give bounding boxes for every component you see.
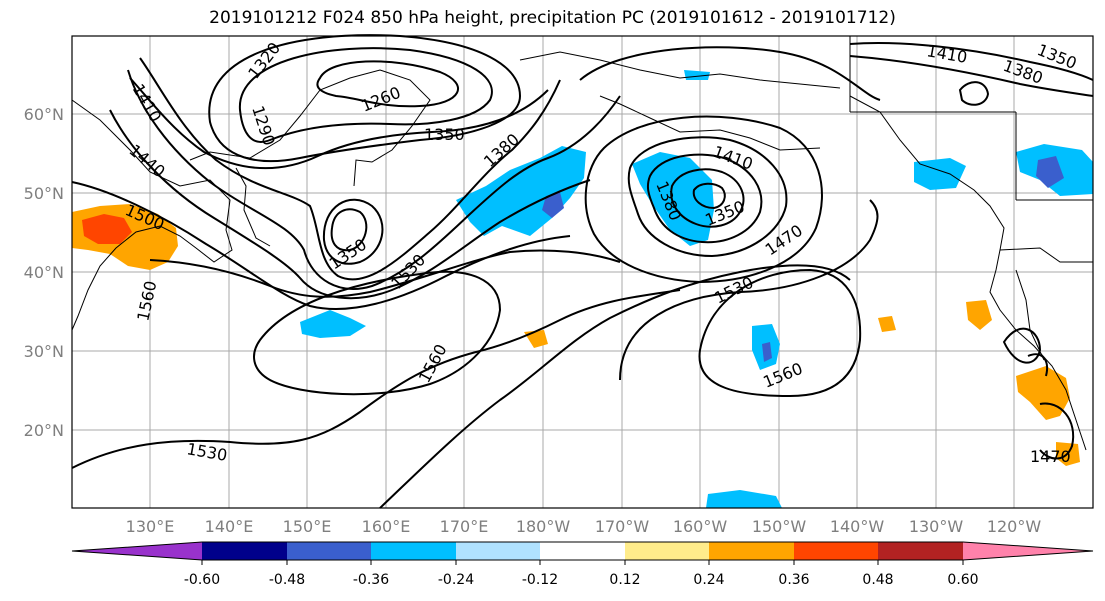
precip-area-japan-sea-core [82, 214, 132, 244]
contour-1410-ne [849, 42, 1094, 81]
colorbar-tick-label: -0.60 [184, 572, 220, 588]
colorbar-tick-label: 0.24 [693, 572, 724, 588]
contour-1260 [316, 60, 459, 108]
contour-label: 1440 [125, 141, 168, 182]
contour-1380-gulf [646, 153, 763, 244]
contour-label: 1470 [762, 221, 806, 260]
contour-1470-gulf [584, 115, 823, 284]
contour-1530-pacific [619, 199, 879, 381]
contour-1350-ring [129, 77, 549, 170]
contour-label: 1560 [133, 279, 160, 323]
contour-label: 1290 [248, 103, 279, 148]
precip-area-aleutian-core [542, 192, 564, 218]
colorbar-segment [72, 542, 202, 560]
colorbar-tick-label: -0.36 [353, 572, 389, 588]
contour-1320-gulf [692, 182, 726, 210]
colorbar-segment [371, 542, 456, 560]
lat-label: 50°N [24, 184, 64, 203]
colorbar-tick-label: -0.48 [269, 572, 305, 588]
lat-label: 60°N [24, 105, 64, 124]
contour-label: 1530 [185, 439, 228, 465]
colorbar-tick-label: 0.60 [947, 572, 978, 588]
coastlines [71, 51, 1087, 451]
contour-label: 1560 [415, 341, 451, 386]
map-title: 2019101212 F024 850 hPa height, precipit… [209, 8, 896, 28]
lon-label: 150°W [752, 517, 807, 536]
lon-label: 130°E [126, 517, 175, 536]
lon-label: 130°W [909, 517, 964, 536]
colorbar-segment [540, 542, 625, 560]
colorbar-segment [963, 542, 1093, 560]
precip-area-hawaii-north-core [762, 342, 772, 362]
contour-1530-upper [149, 249, 621, 298]
precip-area-central-pacific [524, 330, 548, 348]
contour-1290 [238, 47, 493, 143]
precip-area-arctic [684, 70, 710, 80]
colorbar-tick-label: 0.48 [862, 572, 893, 588]
lon-label: 150°E [283, 517, 332, 536]
contour-1320 [208, 34, 522, 163]
contour-1560-west [253, 270, 502, 396]
colorbar-segment [794, 542, 878, 560]
precip-area-bc-coast [914, 158, 966, 190]
lon-label: 140°E [205, 517, 254, 536]
map-frame [71, 35, 1094, 509]
colorbar-tick-label: 0.36 [778, 572, 809, 588]
height-contours [71, 34, 1094, 509]
contour-upper-east [579, 46, 881, 101]
colorbar-tick-label: 0.12 [609, 572, 640, 588]
contour-1470-mx2 [1039, 402, 1075, 460]
contour-1380-ring [139, 57, 561, 281]
contour-1410-gulf [627, 136, 788, 258]
contour-1410 [127, 69, 621, 290]
contour-1380-ne [849, 55, 1094, 97]
precip-area-baja [1016, 366, 1070, 420]
colorbar-segment [625, 542, 709, 560]
contour-label: 1380 [1001, 56, 1046, 88]
contour-1350-gulf [670, 168, 745, 228]
precipitation-shading [72, 70, 1093, 508]
lon-label: 160°E [362, 517, 411, 536]
precip-area-sw-coast [966, 300, 992, 330]
colorbar-segment [456, 542, 540, 560]
contour-1350-ne [958, 81, 990, 106]
contour-label: 1380 [480, 130, 523, 171]
lat-label: 30°N [24, 342, 64, 361]
lon-label: 160°W [673, 517, 728, 536]
colorbar: -0.60 -0.48 -0.36 -0.24 -0.12 0.12 0.24 … [71, 541, 1094, 588]
precip-area-north-pacific [300, 310, 366, 338]
colorbar-tick-label: -0.12 [522, 572, 558, 588]
contour-1530-south [71, 289, 681, 469]
precip-area-aleutian [456, 146, 586, 236]
lon-label: 180°W [516, 517, 571, 536]
lon-label: 170°W [595, 517, 650, 536]
contour-1350-west-2 [322, 198, 384, 265]
latitude-labels: 60°N 50°N 40°N 30°N 20°N [24, 105, 64, 440]
precip-area-subtropic [878, 316, 896, 332]
lon-label: 170°E [440, 517, 489, 536]
colorbar-segment [202, 542, 287, 560]
colorbar-tick-label: -0.24 [438, 572, 474, 588]
contour-1560-east [698, 268, 862, 398]
longitude-labels: 130°E 140°E 150°E 160°E 170°E 180°W 170°… [126, 517, 1042, 536]
colorbar-segment [709, 542, 794, 560]
contour-1350-west [330, 208, 368, 252]
contour-label: 1260 [358, 83, 403, 116]
contour-label: 1470 [1030, 447, 1071, 466]
precip-area-pnw-core [1036, 156, 1064, 188]
contour-ca [1002, 327, 1042, 364]
lon-label: 120°W [987, 517, 1042, 536]
precip-area-south [706, 490, 782, 508]
contour-1470-mx [1027, 353, 1048, 377]
colorbar-segment [878, 542, 963, 560]
political-borders [849, 36, 1093, 263]
lat-label: 40°N [24, 263, 64, 282]
lon-label: 140°W [830, 517, 885, 536]
contour-label: 1410 [925, 41, 968, 67]
contour-label: 1350 [424, 125, 465, 144]
gridlines [72, 36, 1093, 508]
lat-label: 20°N [24, 421, 64, 440]
colorbar-segment [287, 542, 371, 560]
